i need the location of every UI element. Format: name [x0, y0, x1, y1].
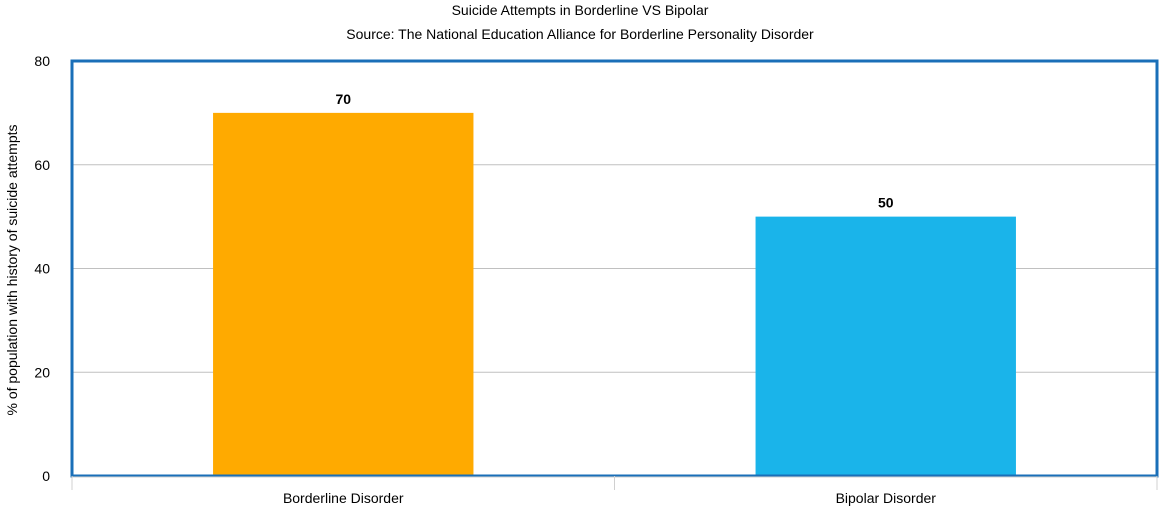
y-axis-ticks: 0 20 40 60 80: [34, 53, 50, 484]
y-tick-label: 40: [34, 261, 50, 277]
bar: [213, 112, 474, 476]
data-label: 70: [335, 91, 351, 107]
bar: [755, 216, 1016, 476]
chart-subtitle: Source: The National Education Alliance …: [346, 26, 814, 42]
data-label: 50: [878, 195, 894, 211]
y-tick-label: 80: [34, 53, 50, 69]
y-tick-label: 60: [34, 157, 50, 173]
y-tick-label: 0: [42, 468, 50, 484]
y-axis-label: % of population with history of suicide …: [4, 124, 20, 415]
data-labels: 70 50: [335, 91, 893, 211]
x-tick-label: Borderline Disorder: [283, 490, 404, 506]
chart-title: Suicide Attempts in Borderline VS Bipola…: [452, 2, 709, 18]
y-tick-label: 20: [34, 364, 50, 380]
x-tick-label: Bipolar Disorder: [836, 490, 937, 506]
x-axis: Borderline Disorder Bipolar Disorder: [71, 476, 1158, 506]
bars: [213, 112, 1016, 476]
